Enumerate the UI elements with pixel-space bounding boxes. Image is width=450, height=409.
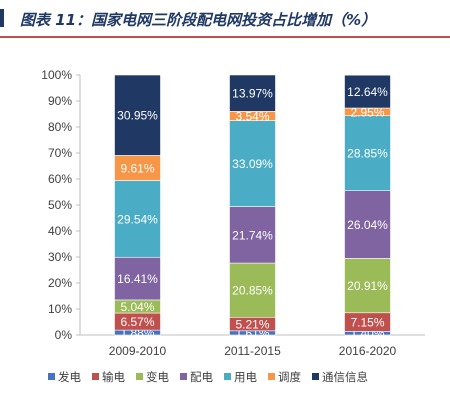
legend-label: 变电: [146, 370, 169, 384]
bar-segment: [229, 74, 276, 112]
x-tick-label: 2016-2020: [339, 344, 397, 358]
bar-segment: [229, 262, 276, 318]
data-label: 7.15%: [350, 316, 384, 330]
data-label: 5.04%: [120, 300, 154, 314]
y-tick-label: 60%: [48, 172, 72, 186]
data-label: 20.91%: [347, 279, 388, 293]
data-label: 12.64%: [347, 85, 388, 99]
legend-swatch: [268, 373, 275, 380]
y-tick-label: 70%: [48, 146, 72, 160]
legend-label: 用电: [234, 370, 257, 384]
bar-segment: [344, 74, 391, 109]
source-note: [0, 398, 450, 409]
legend-label: 通信信息: [322, 370, 368, 384]
y-tick-label: 10%: [48, 302, 72, 316]
data-label: 13.97%: [232, 87, 273, 101]
figure-title: 图表 11：国家电网三阶段配电网投资占比增加（%）: [20, 11, 377, 29]
y-tick-label: 40%: [48, 224, 72, 238]
header-accent-bar: [0, 9, 4, 27]
data-label: 9.61%: [120, 161, 154, 175]
data-label: 3.54%: [235, 109, 269, 123]
y-tick-label: 80%: [48, 120, 72, 134]
data-label: 21.74%: [232, 228, 273, 242]
data-label: 26.04%: [347, 218, 388, 232]
y-tick-label: 90%: [48, 94, 72, 108]
data-label: 20.85%: [232, 284, 273, 298]
legend-label: 输电: [102, 370, 125, 384]
legend-swatch: [180, 373, 187, 380]
y-tick-label: 50%: [48, 198, 72, 212]
bar-segment: [114, 74, 161, 156]
y-tick-label: 100%: [41, 68, 72, 82]
bar-segment: [114, 256, 161, 301]
bar-segment: [344, 115, 391, 192]
data-label: 16.41%: [117, 272, 158, 286]
data-label: 29.54%: [117, 212, 158, 226]
data-label: 30.95%: [117, 109, 158, 123]
data-label: 6.57%: [120, 315, 154, 329]
y-tick-label: 20%: [48, 276, 72, 290]
bar-segment: [114, 155, 161, 181]
bar-segment: [229, 206, 276, 264]
x-tick-label: 2009-2010: [109, 344, 167, 358]
data-label: 28.85%: [347, 147, 388, 161]
bar-segment: [229, 120, 276, 207]
figure-header: 图表 11：国家电网三阶段配电网投资占比增加（%）: [0, 0, 450, 38]
legend-swatch: [48, 373, 55, 380]
legend-swatch: [224, 373, 231, 380]
legend-label: 调度: [278, 370, 301, 384]
legend-swatch: [312, 373, 319, 380]
legend-label: 发电: [58, 370, 81, 384]
data-label: 33.09%: [232, 157, 273, 171]
legend-label: 配电: [190, 370, 213, 384]
data-label: 2.95%: [350, 105, 384, 119]
y-tick-label: 0%: [55, 328, 73, 342]
legend-swatch: [136, 373, 143, 380]
bar-segment: [344, 258, 391, 314]
stacked-bar-chart: 0%10%20%30%40%50%60%70%80%90%100%1.88%6.…: [41, 68, 425, 384]
y-tick-label: 30%: [48, 250, 72, 264]
x-tick-label: 2011-2015: [224, 344, 281, 358]
bar-segment: [114, 180, 161, 258]
data-label: 5.21%: [235, 318, 269, 332]
legend-swatch: [92, 373, 99, 380]
